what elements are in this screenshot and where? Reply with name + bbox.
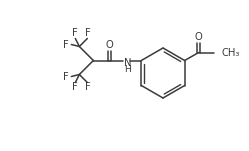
Text: F: F: [63, 72, 69, 82]
Text: O: O: [106, 40, 113, 50]
Text: F: F: [85, 82, 91, 93]
Text: F: F: [63, 40, 69, 50]
Text: F: F: [72, 82, 78, 93]
Text: O: O: [195, 32, 202, 42]
Text: N: N: [124, 58, 131, 67]
Text: CH₃: CH₃: [222, 48, 240, 58]
Text: F: F: [85, 29, 91, 39]
Text: H: H: [124, 65, 131, 74]
Text: F: F: [72, 29, 78, 39]
